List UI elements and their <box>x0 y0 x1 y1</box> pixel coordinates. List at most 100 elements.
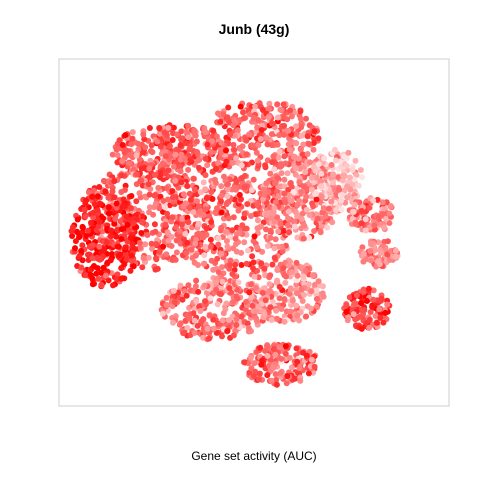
scatter-point <box>253 317 260 324</box>
scatter-point <box>318 183 325 190</box>
scatter-point <box>366 204 373 211</box>
scatter-point <box>193 298 200 305</box>
scatter-point <box>318 170 325 177</box>
scatter-point <box>128 252 135 259</box>
scatter-point <box>250 265 256 272</box>
scatter-point <box>133 198 140 205</box>
scatter-point <box>192 252 199 259</box>
scatter-point <box>254 124 261 131</box>
scatter-point <box>333 157 339 164</box>
scatter-point <box>282 279 289 286</box>
scatter-point <box>128 257 135 264</box>
scatter-point <box>118 172 125 179</box>
scatter-point <box>254 217 261 224</box>
scatter-point <box>133 181 140 188</box>
scatter-point <box>139 219 146 226</box>
scatter-point <box>335 174 342 181</box>
scatter-point <box>238 162 245 169</box>
scatter-point <box>248 365 255 372</box>
scatter-point <box>278 170 285 177</box>
scatter-point <box>277 106 284 113</box>
scatter-point <box>134 171 141 178</box>
scatter-point <box>176 232 183 239</box>
scatter-point <box>139 264 146 271</box>
scatter-point <box>197 208 204 215</box>
scatter-point <box>268 142 275 149</box>
scatter-point <box>305 281 312 288</box>
scatter-point <box>294 358 301 365</box>
scatter-point <box>368 241 374 248</box>
scatter-point <box>244 201 251 208</box>
scatter-point <box>319 290 326 297</box>
scatter-point <box>165 237 172 244</box>
scatter-point <box>366 324 373 331</box>
scatter-point <box>97 201 104 207</box>
scatter-point <box>352 219 359 226</box>
scatter-point <box>321 155 328 162</box>
scatter-point <box>218 264 225 271</box>
scatter-point <box>248 354 254 361</box>
scatter-point <box>178 179 185 186</box>
scatter-point <box>276 132 283 139</box>
scatter-point <box>329 219 336 226</box>
scatter-point <box>202 186 209 193</box>
scatter-point <box>167 154 174 160</box>
scatter-point <box>287 308 294 315</box>
scatter-point <box>186 190 193 197</box>
scatter-point <box>376 261 383 268</box>
scatter-point <box>293 277 300 284</box>
scatter-point <box>304 151 311 157</box>
scatter-point <box>89 242 96 249</box>
scatter-point <box>102 188 109 195</box>
scatter-point <box>91 201 98 208</box>
scatter-point <box>382 309 389 316</box>
scatter-point <box>268 214 275 221</box>
scatter-point <box>287 313 294 319</box>
scatter-point <box>96 218 103 225</box>
scatter-point <box>245 247 251 254</box>
scatter-point <box>165 167 172 174</box>
scatter-point <box>85 189 92 196</box>
scatter-point <box>254 157 261 164</box>
scatter-point <box>306 212 313 218</box>
scatter-point <box>243 260 250 267</box>
scatter-point <box>303 193 310 200</box>
scatter-point <box>151 171 158 178</box>
scatter-point <box>281 183 288 190</box>
scatter-point <box>182 230 189 237</box>
scatter-point <box>109 151 116 158</box>
scatter-point <box>353 172 360 179</box>
scatter-point <box>215 269 222 276</box>
scatter-point <box>315 135 322 142</box>
scatter-point <box>290 189 297 195</box>
scatter-point <box>160 197 167 204</box>
scatter-point <box>283 380 290 387</box>
scatter-point <box>178 151 185 158</box>
scatter-point <box>223 147 229 154</box>
scatter-point <box>299 210 306 217</box>
scatter-point <box>119 158 126 164</box>
scatter-point <box>235 207 242 214</box>
scatter-point <box>358 220 365 227</box>
scatter-point <box>119 142 126 148</box>
scatter-point <box>223 238 230 245</box>
scatter-point <box>192 132 198 138</box>
scatter-point <box>215 110 221 117</box>
scatter-point <box>284 170 291 177</box>
scatter-point <box>241 184 248 191</box>
scatter-point <box>162 204 169 211</box>
scatter-point <box>286 146 293 153</box>
scatter-point <box>274 188 280 195</box>
scatter-point <box>180 191 187 198</box>
scatter-point <box>370 287 377 294</box>
scatter-point <box>185 282 192 289</box>
scatter-point <box>207 295 214 302</box>
scatter-point <box>203 129 209 136</box>
scatter-point <box>170 124 177 131</box>
scatter-point <box>183 249 190 256</box>
scatter-point <box>183 292 190 299</box>
scatter-point <box>277 370 284 376</box>
scatter-point <box>191 186 198 193</box>
scatter-point <box>225 104 232 111</box>
